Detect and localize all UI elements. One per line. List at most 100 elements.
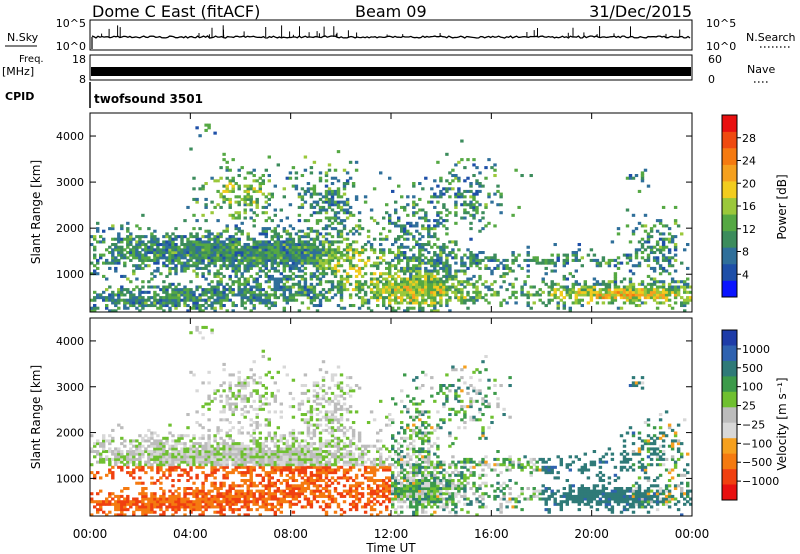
power-cell (372, 277, 377, 281)
power-cell (339, 306, 344, 310)
velocity-cell (168, 494, 172, 498)
power-cell (655, 301, 660, 305)
power-cell (628, 290, 633, 294)
power-cell (147, 248, 151, 252)
velocity-cell (141, 502, 145, 506)
power-cell (418, 277, 422, 281)
power-cell (174, 253, 178, 257)
power-cell (324, 216, 329, 220)
power-cell (394, 221, 398, 225)
power-cell (643, 258, 648, 262)
power-cell (282, 296, 287, 300)
power-cell (664, 296, 669, 300)
power-cell (216, 256, 220, 260)
power-cell (180, 237, 184, 241)
power-cell (649, 296, 654, 300)
power-cell (658, 266, 663, 270)
velocity-cell (93, 455, 97, 459)
velocity-cell (201, 497, 205, 501)
power-cell (153, 304, 157, 308)
power-cell (168, 243, 172, 247)
velocity-cell (201, 455, 205, 459)
velocity-cell (234, 402, 238, 406)
power-cell (683, 309, 687, 313)
power-cell (327, 203, 332, 207)
velocity-cell (201, 494, 205, 498)
power-cell (376, 304, 380, 308)
power-cell (649, 229, 654, 233)
velocity-cell (144, 502, 148, 506)
power-cell (415, 211, 419, 215)
power-cell (652, 245, 657, 249)
velocity-cell (183, 452, 187, 456)
power-cell (430, 269, 434, 273)
velocity-cell (240, 450, 244, 454)
power-cell (186, 248, 190, 252)
power-cell (168, 251, 172, 255)
velocity-cell (201, 434, 205, 438)
power-cell (186, 304, 190, 308)
power-cell (282, 253, 287, 257)
power-cell (526, 258, 530, 262)
velocity-cell (111, 473, 115, 477)
power-cell (661, 224, 666, 228)
power-cell (195, 197, 199, 201)
power-cell (171, 245, 175, 249)
velocity-cell (240, 442, 244, 446)
power-cell (646, 282, 651, 286)
velocity-cell (291, 479, 296, 483)
power-cell (538, 298, 542, 302)
power-cell (628, 253, 633, 257)
power-cell (216, 237, 220, 241)
power-cell (273, 266, 278, 270)
power-cell (249, 195, 253, 199)
power-cell (469, 200, 473, 204)
power-cell (204, 266, 208, 270)
power-cell (445, 301, 449, 305)
power-cell (228, 256, 232, 260)
velocity-cell (150, 452, 154, 456)
power-cell (421, 235, 425, 239)
power-cell (312, 245, 317, 249)
power-cell (225, 248, 229, 252)
velocity-cell (222, 481, 226, 485)
power-cell (478, 261, 482, 265)
power-cell (607, 285, 612, 289)
power-cell (424, 301, 428, 305)
power-cell (243, 176, 247, 180)
velocity-cell (174, 497, 178, 501)
power-cell (511, 269, 515, 273)
power-cell (243, 296, 247, 300)
velocity-cell (237, 381, 241, 385)
power-cell (652, 282, 657, 286)
power-cell (388, 301, 392, 305)
power-cell (216, 219, 220, 223)
velocity-cell (126, 450, 130, 454)
velocity-cell (240, 426, 244, 430)
velocity-cell (228, 407, 232, 411)
power-cell (655, 256, 660, 260)
power-cell (324, 253, 329, 257)
velocity-cell (162, 455, 166, 459)
power-cell (168, 248, 172, 252)
power-cell (508, 269, 512, 273)
velocity-cell (279, 415, 284, 419)
power-cell (291, 293, 296, 297)
power-cell (601, 256, 606, 260)
power-cell (400, 290, 404, 294)
nave-label: Nave (747, 63, 775, 76)
power-cell (382, 237, 386, 241)
velocity-cell (168, 489, 172, 493)
power-cell (249, 301, 253, 305)
power-cell (568, 288, 573, 292)
power-cell (460, 258, 464, 262)
power-cell (168, 253, 172, 257)
velocity-cell (174, 460, 178, 464)
power-cell (454, 253, 458, 257)
velocity-cell (264, 423, 269, 427)
power-cell (625, 290, 630, 294)
power-cell (406, 195, 410, 199)
velocity-cell (228, 421, 232, 425)
velocity-cell (207, 492, 211, 496)
